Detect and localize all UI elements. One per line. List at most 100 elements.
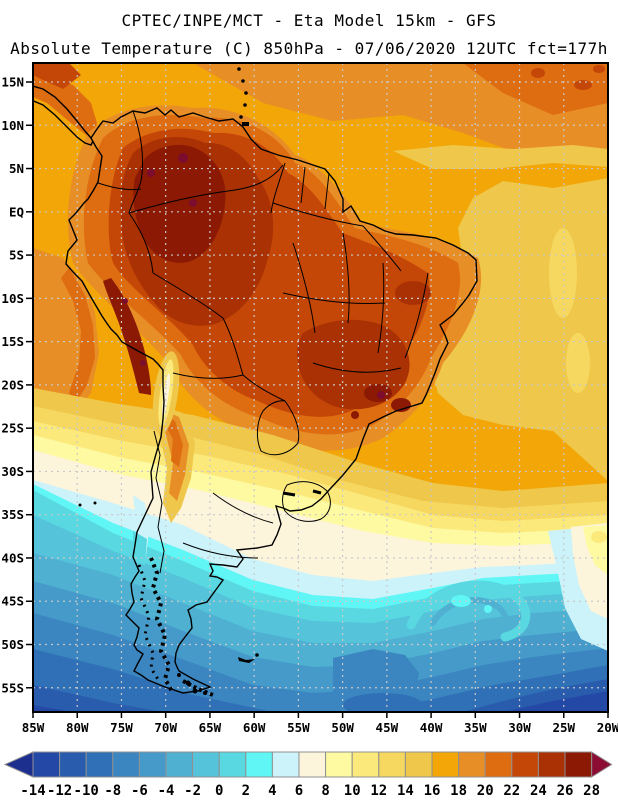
y-axis-tick-label: 10N: [1, 118, 24, 133]
cyclone-swirl-inner: [430, 597, 509, 636]
warm-tongue-tip: [591, 531, 607, 543]
colorbar-cell: [564, 751, 593, 778]
warm-speck: [593, 65, 605, 73]
warm-speck: [574, 80, 592, 90]
colorbar-cell: [138, 751, 167, 778]
y-axis-tick-label: 40S: [1, 550, 24, 565]
x-axis-tick-label: 80W: [66, 720, 89, 735]
colorbar-arrow-left: [3, 751, 34, 778]
title-line1: CPTEC/INPE/MCT - Eta Model 15km - GFS: [122, 11, 497, 30]
colorbar-tick-label: 2: [242, 783, 250, 799]
grid-lines: [33, 63, 608, 712]
colorbar-tick-label: 10: [344, 783, 361, 799]
colorbar-cell: [245, 751, 273, 778]
colorbar-tick-label: 8: [321, 783, 329, 799]
x-axis-tick-label: 40W: [420, 720, 443, 735]
colorbar-tick-label: 12: [370, 783, 387, 799]
colorbar-cell: [271, 751, 300, 778]
y-axis-tick-label: 30S: [1, 464, 24, 479]
contour-band-20-22-ne-corner: [463, 63, 608, 115]
contour-band-26-28-nw: [133, 144, 226, 263]
colorbar-cell: [484, 751, 513, 778]
colorbar-tick-label: 20: [477, 783, 494, 799]
colorbar-cell: [431, 751, 460, 778]
colorbar-tick-label: -12: [47, 783, 72, 799]
cold-patch: [343, 693, 423, 712]
colorbar-cell: [351, 751, 380, 778]
colorbar-cell: [511, 751, 539, 778]
cold-corner: [33, 705, 73, 712]
y-axis-tick-label: 20S: [1, 377, 24, 392]
y-axis-tick-label: 45S: [1, 594, 24, 609]
colorbar-cell: [59, 751, 87, 778]
colorbar-cell: [112, 751, 140, 778]
x-axis-tick-label: 35W: [464, 720, 487, 735]
colorbar-tick-label: 6: [295, 783, 303, 799]
y-axis-tick-label: 5S: [9, 248, 24, 263]
lagoon-mark: [282, 491, 296, 497]
coastline-south-america: [65, 107, 478, 694]
colorbar-cell: [32, 751, 61, 778]
map-plot: [32, 62, 609, 713]
colorbar-tick-label: 22: [503, 783, 520, 799]
andes-terrain-speckle: [137, 557, 214, 697]
colorbar-tick-label: 24: [530, 783, 547, 799]
contour-band-20-22-peru-coast: [61, 268, 95, 401]
map-frame: [32, 62, 609, 713]
hottest-spot: [377, 391, 385, 399]
hottest-spot: [140, 360, 146, 366]
antilles-islands: [237, 67, 249, 126]
contour-band-26-28-andes: [103, 278, 151, 395]
political-borders: [97, 110, 429, 574]
colorbar-tick-label: 16: [424, 783, 441, 799]
colorbar-tick-label: 14: [397, 783, 414, 799]
x-axis-tick-label: 30W: [508, 720, 531, 735]
hottest-spot: [178, 153, 188, 163]
x-axis-tick-label: 75W: [110, 720, 133, 735]
colorbar-tick-label: 18: [450, 783, 467, 799]
colorbar-tick-label: 0: [215, 783, 223, 799]
y-axis-tick-label: 35S: [1, 507, 24, 522]
x-axis-tick-label: 60W: [243, 720, 266, 735]
hottest-spot: [122, 298, 128, 304]
colorbar-tick-label: -6: [131, 783, 148, 799]
y-axis: 15N 10N 5N EQ 5S 10S 15S 20S 25S 30S 35S 40S 45S 50S 5…: [1, 75, 33, 695]
hot-patch: [351, 411, 359, 419]
colorbar-tick-label: -2: [184, 783, 201, 799]
colorbar-cell: [378, 751, 406, 778]
colorbar-tick-label: 26: [557, 783, 574, 799]
y-axis-tick-label: 15N: [1, 75, 24, 90]
x-axis-tick-label: 45W: [376, 720, 399, 735]
colorbar-cell: [192, 751, 220, 778]
y-axis-tick-label: 10S: [1, 291, 24, 306]
colorbar-tick-label: -14: [20, 783, 45, 799]
colorbar-cell: [537, 751, 566, 778]
y-axis-tick-label: 50S: [1, 637, 24, 652]
colorbar-cell: [218, 751, 247, 778]
colorbar-cell: [325, 751, 353, 778]
x-axis-tick-label: 85W: [22, 720, 45, 735]
lagoon-mark: [312, 489, 322, 495]
hottest-spot: [147, 169, 155, 177]
colorbar-arrow-right: [591, 751, 613, 778]
contour-band--10--8: [33, 649, 608, 712]
colorbar-tick-label: 28: [583, 783, 600, 799]
gold-streak: [549, 228, 577, 318]
y-axis-tick-label: 55S: [1, 680, 24, 695]
hottest-spot: [189, 199, 197, 207]
island-dot: [255, 653, 259, 657]
x-axis-tick-label: 55W: [287, 720, 310, 735]
y-axis-tick-label: EQ: [9, 204, 24, 219]
title-line2: Absolute Temperature (C) 850hPa - 07/06/…: [10, 39, 608, 58]
gold-streak: [566, 333, 590, 393]
colorbar-tick-label: -10: [74, 783, 99, 799]
temperature-field: [33, 63, 608, 712]
x-axis: 85W 80W 75W 70W 65W 60W 55W 50W 45W 40W 35W 30W 25W 2…: [22, 712, 618, 735]
colorbar-tick-label: -4: [158, 783, 175, 799]
colorbar-tick-label: 4: [268, 783, 276, 799]
x-axis-tick-label: 20W: [597, 720, 618, 735]
colorbar-cell: [298, 751, 327, 778]
contour-band--8--6: [33, 613, 608, 712]
colorbar-tick-label: -8: [104, 783, 121, 799]
